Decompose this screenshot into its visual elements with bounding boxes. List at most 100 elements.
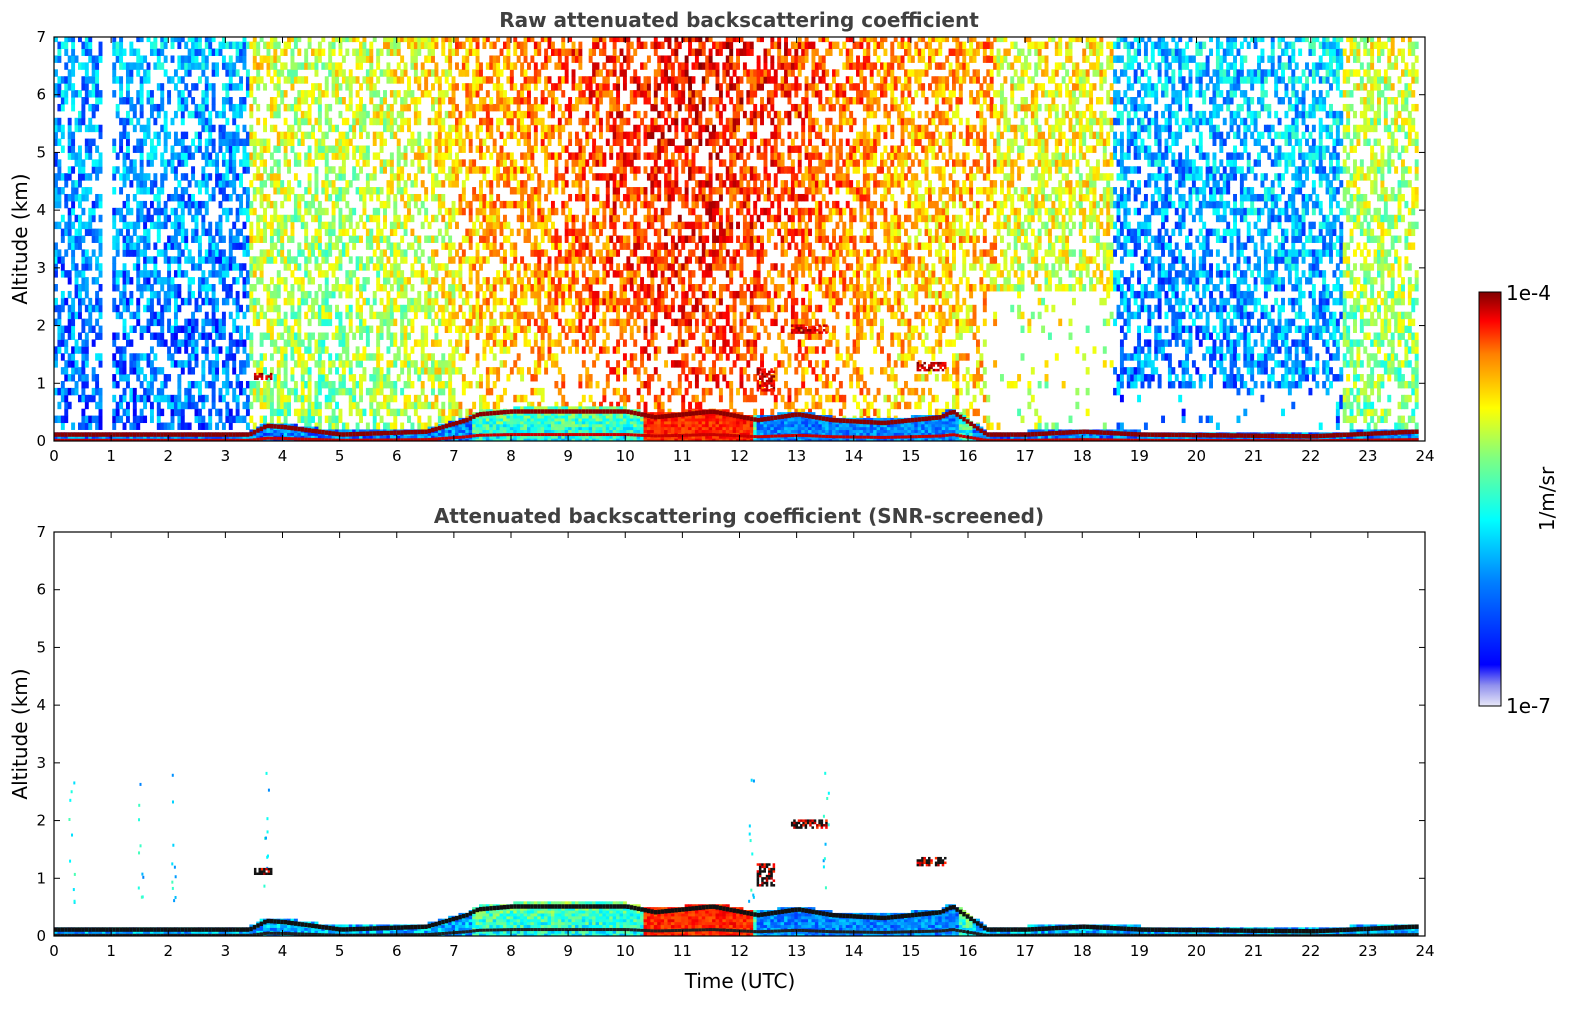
backscatter-cell	[588, 228, 593, 237]
backscatter-cell	[592, 207, 597, 216]
backscatter-cell	[71, 69, 76, 77]
backscatter-cell	[71, 304, 76, 313]
backscatter-cell	[314, 290, 319, 299]
backscatter-cell	[479, 76, 483, 84]
backscatter-cell	[228, 180, 233, 188]
backscatter-cell	[550, 41, 555, 50]
backscatter-cell	[276, 41, 281, 50]
backscatter-cell	[564, 214, 569, 223]
backscatter-cell	[119, 360, 124, 368]
backscatter-cell	[345, 48, 350, 56]
backscatter-cell	[170, 422, 175, 430]
backscatter-cell	[119, 401, 124, 410]
backscatter-cell	[225, 374, 230, 382]
backscatter-cell	[550, 152, 555, 160]
backscatter-cell	[311, 193, 315, 202]
backscatter-cell	[177, 339, 182, 347]
backscatter-cell	[506, 97, 511, 105]
backscatter-cell	[122, 249, 127, 257]
backscatter-cell	[180, 117, 185, 126]
backscatter-cell	[400, 325, 405, 333]
backscatter-cell	[235, 55, 240, 63]
backscatter-cell	[448, 37, 453, 43]
backscatter-cell	[341, 131, 346, 140]
backscatter-cell	[173, 110, 178, 119]
backscatter-cell	[365, 422, 370, 430]
backscatter-cell	[266, 200, 271, 209]
backscatter-cell	[67, 228, 72, 237]
backscatter-cell	[119, 415, 124, 424]
backscatter-cell	[393, 415, 398, 424]
backscatter-cell	[335, 304, 339, 313]
backscatter-cell	[581, 76, 586, 84]
backscatter-cell	[290, 214, 295, 223]
backscatter-cell	[204, 55, 209, 63]
backscatter-cell	[60, 387, 65, 396]
backscatter-cell	[492, 290, 497, 299]
backscatter-cell	[191, 339, 196, 347]
backscatter-cell	[57, 401, 62, 410]
backscatter-cell	[228, 242, 233, 250]
backscatter-cell	[386, 48, 391, 56]
backscatter-cell	[592, 214, 597, 223]
backscatter-cell	[84, 304, 89, 313]
backscatter-cell	[173, 311, 178, 320]
backscatter-cell	[149, 159, 154, 167]
backscatter-cell	[345, 103, 350, 112]
backscatter-cell	[221, 422, 226, 430]
backscatter-cell	[509, 228, 514, 237]
backscatter-cell	[225, 367, 230, 375]
backscatter-cell	[485, 228, 490, 237]
backscatter-cell	[88, 48, 93, 56]
backscatter-cell	[184, 69, 189, 77]
backscatter-cell	[605, 297, 610, 306]
backscatter-cell	[88, 187, 93, 195]
backscatter-cell	[293, 311, 298, 320]
backscatter-cell	[290, 387, 295, 396]
backscatter-cell	[331, 90, 336, 98]
backscatter-cell	[304, 332, 309, 340]
backscatter-cell	[245, 131, 250, 140]
backscatter-cell	[122, 62, 127, 70]
backscatter-cell	[396, 353, 401, 361]
backscatter-cell	[605, 235, 610, 243]
backscatter-cell	[280, 48, 285, 56]
backscatter-cell	[413, 401, 418, 410]
backscatter-cell	[369, 401, 374, 410]
backscatter-cell	[605, 200, 610, 209]
backscatter-cell	[362, 48, 367, 56]
backscatter-cell	[424, 422, 429, 430]
backscatter-cell	[180, 325, 185, 333]
backscatter-cell	[208, 152, 213, 160]
backscatter-cell	[221, 235, 226, 243]
backscatter-cell	[304, 270, 309, 278]
backscatter-cell	[348, 401, 353, 410]
backscatter-cell	[530, 242, 535, 250]
backscatter-cell	[489, 62, 494, 70]
backscatter-cell	[485, 367, 490, 375]
backscatter-cell	[431, 83, 435, 91]
backscatter-cell	[208, 138, 213, 147]
backscatter-cell	[197, 48, 202, 56]
backscatter-cell	[74, 290, 79, 299]
backscatter-cell	[60, 90, 65, 98]
backscatter-cell	[530, 103, 535, 112]
backscatter-cell	[228, 339, 233, 347]
backscatter-cell	[341, 325, 346, 333]
backscatter-cell	[177, 37, 182, 43]
backscatter-cell	[311, 311, 315, 320]
backscatter-cell	[177, 200, 182, 209]
backscatter-cell	[60, 103, 65, 112]
backscatter-cell	[547, 228, 552, 237]
backscatter-cell	[259, 353, 264, 361]
backscatter-cell	[276, 387, 281, 396]
backscatter-cell	[602, 311, 607, 320]
backscatter-cell	[561, 145, 566, 153]
backscatter-cell	[191, 110, 196, 119]
backscatter-cell	[132, 408, 137, 417]
backscatter-cell	[448, 284, 453, 292]
backscatter-cell	[386, 374, 391, 382]
backscatter-cell	[619, 131, 624, 140]
backscatter-cell	[235, 415, 240, 424]
backscatter-cell	[434, 235, 439, 243]
